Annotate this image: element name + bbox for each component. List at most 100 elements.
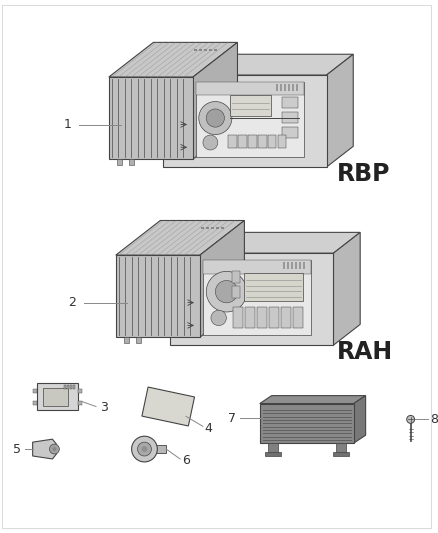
Circle shape — [53, 447, 57, 451]
Bar — [70, 385, 72, 389]
Bar — [291, 262, 293, 269]
Bar — [116, 255, 200, 337]
Bar — [283, 262, 285, 269]
Bar — [145, 445, 166, 453]
Polygon shape — [142, 387, 194, 426]
Polygon shape — [170, 232, 360, 253]
Bar — [196, 82, 304, 95]
Bar — [244, 273, 303, 302]
Bar — [282, 97, 298, 108]
Circle shape — [199, 101, 232, 135]
Bar — [73, 385, 75, 389]
Bar — [203, 260, 311, 273]
Bar — [206, 227, 209, 229]
Text: 7: 7 — [228, 412, 236, 425]
Text: 8: 8 — [431, 413, 438, 426]
Bar — [33, 401, 37, 405]
Polygon shape — [163, 54, 353, 75]
Polygon shape — [116, 221, 244, 255]
Bar — [42, 387, 68, 406]
Circle shape — [203, 135, 218, 150]
Bar — [214, 49, 217, 51]
Polygon shape — [354, 395, 366, 443]
Bar — [278, 135, 286, 148]
Text: 4: 4 — [205, 422, 213, 435]
Bar — [284, 84, 286, 91]
Bar — [292, 84, 294, 91]
Bar — [257, 306, 267, 328]
Bar — [203, 260, 311, 335]
Bar — [117, 159, 122, 165]
Bar — [209, 49, 212, 51]
Bar — [265, 452, 280, 456]
Polygon shape — [200, 221, 244, 337]
Bar — [245, 306, 255, 328]
Bar — [136, 337, 141, 343]
Bar — [78, 389, 82, 393]
Circle shape — [215, 280, 238, 303]
Circle shape — [211, 310, 226, 326]
Bar — [232, 286, 240, 297]
Bar — [170, 253, 333, 345]
Bar — [124, 337, 129, 343]
Bar — [258, 135, 267, 148]
Text: RAH: RAH — [336, 340, 392, 364]
Circle shape — [206, 109, 224, 127]
Polygon shape — [193, 43, 237, 159]
Bar — [276, 84, 278, 91]
Bar — [293, 306, 303, 328]
Bar — [194, 49, 198, 51]
Circle shape — [49, 444, 60, 454]
Bar — [333, 452, 349, 456]
Polygon shape — [333, 232, 360, 345]
Bar — [216, 227, 219, 229]
Bar — [163, 75, 327, 167]
Bar — [230, 95, 272, 116]
Bar — [64, 385, 66, 389]
Bar — [238, 135, 247, 148]
Text: 5: 5 — [13, 442, 21, 456]
Bar — [78, 401, 82, 405]
Polygon shape — [109, 43, 237, 77]
Bar — [201, 227, 205, 229]
Bar — [296, 84, 298, 91]
Bar — [268, 135, 276, 148]
Bar — [129, 159, 134, 165]
Text: 2: 2 — [68, 296, 76, 309]
Bar — [109, 77, 193, 159]
Circle shape — [206, 271, 247, 312]
Polygon shape — [33, 439, 57, 459]
Bar — [288, 84, 290, 91]
Bar — [33, 389, 37, 393]
Text: 3: 3 — [100, 401, 108, 414]
Bar — [268, 443, 278, 453]
Bar — [248, 135, 257, 148]
Bar — [233, 306, 243, 328]
Text: 1: 1 — [64, 118, 71, 131]
Bar — [228, 135, 237, 148]
Text: 6: 6 — [182, 455, 190, 467]
Polygon shape — [260, 395, 366, 403]
Bar — [67, 385, 69, 389]
Bar — [196, 82, 304, 157]
Bar — [295, 262, 297, 269]
Bar — [232, 271, 240, 282]
Bar — [282, 112, 298, 123]
Bar — [280, 84, 282, 91]
Bar — [287, 262, 289, 269]
Bar — [221, 227, 224, 229]
Bar — [282, 127, 298, 139]
Bar — [205, 49, 207, 51]
Bar — [336, 443, 346, 453]
Bar — [37, 383, 78, 410]
Bar — [211, 227, 214, 229]
Bar — [299, 262, 301, 269]
Bar — [281, 306, 291, 328]
Circle shape — [138, 442, 152, 456]
Bar — [269, 306, 279, 328]
Circle shape — [131, 436, 157, 462]
Text: RBP: RBP — [336, 162, 390, 186]
Circle shape — [141, 446, 148, 452]
Circle shape — [407, 415, 415, 423]
Bar — [199, 49, 202, 51]
